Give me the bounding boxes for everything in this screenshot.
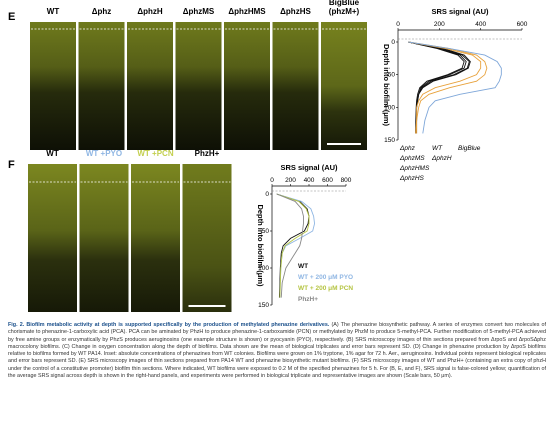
microscopy-image xyxy=(175,22,222,150)
profile-line xyxy=(408,41,488,134)
profile-line xyxy=(276,193,310,298)
x-tick-label: 0 xyxy=(270,177,274,184)
legend-entry: BigBlue xyxy=(458,145,481,152)
profile-line xyxy=(276,193,304,298)
image-label: ΔphzH xyxy=(137,7,163,16)
x-axis-label: SRS signal (AU) xyxy=(280,163,338,172)
legend-entry: ΔphzHMS xyxy=(399,165,430,172)
microscopy-image xyxy=(182,164,232,312)
x-tick-label: 400 xyxy=(304,177,315,184)
caption: Fig. 2. Biofilm metabolic activity at de… xyxy=(8,322,546,380)
profile-line xyxy=(276,193,310,298)
legend-entry: ΔphzMS xyxy=(399,155,425,162)
microscopy-image xyxy=(30,22,76,150)
y-tick-label: 50 xyxy=(262,228,270,235)
x-axis-label: SRS signal (AU) xyxy=(431,7,489,16)
legend-entry: WT + 200 μM PYO xyxy=(298,274,353,281)
image-label: WT xyxy=(47,7,60,16)
legend-entry: PhzH+ xyxy=(298,296,318,303)
y-tick-label: 150 xyxy=(384,137,395,144)
image-label: ΔphzHS xyxy=(280,7,311,16)
x-tick-label: 400 xyxy=(475,21,486,28)
legend-entry: ΔphzH xyxy=(431,155,452,162)
y-axis-label: Depth into biofilm (μm) xyxy=(256,204,265,287)
legend-entry: WT xyxy=(432,145,443,152)
legend-entry: WT + 200 μM PCN xyxy=(298,285,353,292)
panel-label: E xyxy=(8,11,15,23)
caption-title: Biofilm metabolic activity at depth is s… xyxy=(26,322,330,328)
y-tick-label: 100 xyxy=(258,265,269,272)
image-label: ΔphzMS xyxy=(183,7,215,16)
y-tick-label: 0 xyxy=(391,39,395,46)
microscopy-image xyxy=(28,164,77,312)
image-label: (phzM+) xyxy=(329,7,360,16)
microscopy-image xyxy=(272,22,319,150)
legend-entry: Δphz xyxy=(399,145,416,152)
x-tick-label: 600 xyxy=(517,21,528,28)
y-tick-label: 150 xyxy=(258,302,269,309)
profile-line xyxy=(408,41,502,134)
image-label: ΔphzHMS xyxy=(228,7,266,16)
microscopy-image xyxy=(127,22,173,150)
legend-entry: ΔphzHS xyxy=(399,175,425,182)
microscopy-image xyxy=(321,22,367,150)
microscopy-image xyxy=(79,164,129,312)
x-tick-label: 0 xyxy=(396,21,400,28)
image-label: PhzH+ xyxy=(195,149,220,158)
x-tick-label: 800 xyxy=(341,177,352,184)
y-axis-label: Depth into biofilm (μm) xyxy=(382,44,391,127)
microscopy-image xyxy=(78,22,125,150)
image-label: Δphz xyxy=(92,7,112,16)
image-label: BigBlue xyxy=(329,0,360,7)
image-label: WT +PCN xyxy=(137,149,173,158)
y-tick-label: 100 xyxy=(384,104,395,111)
y-tick-label: 50 xyxy=(388,72,396,79)
x-tick-label: 600 xyxy=(322,177,333,184)
microscopy-image xyxy=(224,22,270,150)
caption-text: (A) The phenazine biosynthetic pathway. … xyxy=(8,322,547,380)
image-label: WT xyxy=(46,149,59,158)
microscopy-image xyxy=(131,164,180,312)
figure: E WT Δphz ΔphzH ΔphzMS ΔphzHMS ΔphzHSBigBlue(p… xyxy=(8,0,528,312)
panel-label: F xyxy=(8,159,15,171)
profile-line xyxy=(408,41,482,134)
y-tick-label: 0 xyxy=(265,191,269,198)
image-label: WT +PYO xyxy=(86,149,122,158)
x-tick-label: 200 xyxy=(285,177,296,184)
legend-entry: WT xyxy=(298,263,308,270)
x-tick-label: 200 xyxy=(434,21,445,28)
caption-label: Fig. 2. xyxy=(8,322,25,328)
